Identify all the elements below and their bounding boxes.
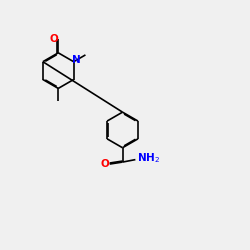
Text: O: O	[101, 159, 110, 169]
Text: N: N	[72, 56, 81, 66]
Text: NH$_2$: NH$_2$	[136, 151, 160, 164]
Text: O: O	[50, 34, 58, 44]
